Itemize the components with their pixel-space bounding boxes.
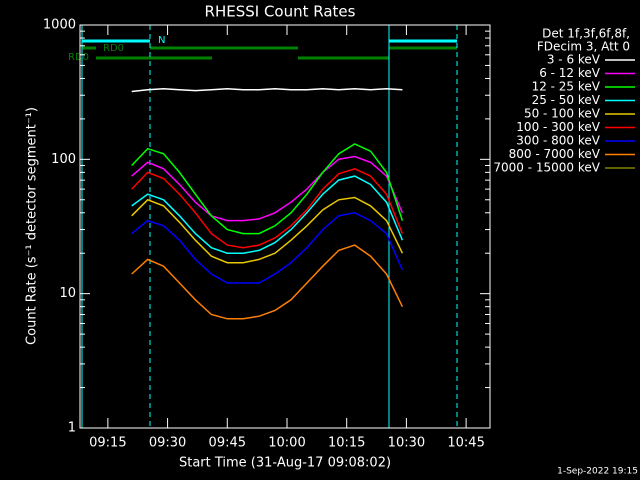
- legend-label: 300 - 800 keV: [516, 134, 600, 148]
- timestamp: 1-Sep-2022 19:15: [557, 467, 638, 477]
- series-line: [131, 244, 404, 320]
- x-tick-label: 10:15: [328, 436, 365, 451]
- x-tick-label: 10:30: [388, 436, 425, 451]
- annotation: RD0: [103, 43, 124, 54]
- series-line: [131, 155, 404, 222]
- legend-label: 25 - 50 keV: [532, 93, 601, 107]
- plot-frame: [79, 24, 491, 429]
- series-line: [131, 167, 404, 249]
- series-line: [131, 196, 404, 264]
- x-tick-label: 10:00: [268, 436, 305, 451]
- legend-label: 50 - 100 keV: [524, 107, 601, 121]
- series-line: [131, 212, 404, 284]
- y-tick-label: 10: [59, 286, 76, 301]
- x-tick-label: 09:15: [89, 436, 126, 451]
- legend-label: 800 - 7000 keV: [509, 147, 601, 161]
- legend-label: 12 - 25 keV: [532, 80, 601, 94]
- legend-label: 100 - 300 keV: [516, 120, 600, 134]
- legend-header: FDecim 3, Att 0: [537, 40, 630, 54]
- chart-title: RHESSI Count Rates: [205, 3, 356, 21]
- y-tick-label: 100: [51, 152, 76, 167]
- legend-label: 7000 - 15000 keV: [493, 161, 600, 175]
- y-axis-label: Count Rate (s⁻¹ detector segment⁻¹): [25, 107, 40, 345]
- state-bars: [81, 25, 458, 428]
- x-tick-label: 09:45: [209, 436, 246, 451]
- y-tick-label: 1: [68, 421, 76, 436]
- x-tick-label: 09:30: [149, 436, 186, 451]
- y-tick-label: 1000: [43, 18, 76, 33]
- series-line: [131, 88, 403, 93]
- series-line: [131, 143, 404, 235]
- legend-label: 3 - 6 keV: [547, 53, 601, 67]
- x-axis-label: Start Time (31-Aug-17 09:08:02): [179, 456, 391, 471]
- annotation: N: [158, 35, 165, 46]
- annotation: RD0: [68, 52, 89, 63]
- series-line: [131, 175, 404, 254]
- legend-header: Det 1f,3f,6f,8f,: [542, 27, 630, 41]
- legend-label: 6 - 12 keV: [539, 66, 601, 80]
- x-tick-label: 10:45: [447, 436, 484, 451]
